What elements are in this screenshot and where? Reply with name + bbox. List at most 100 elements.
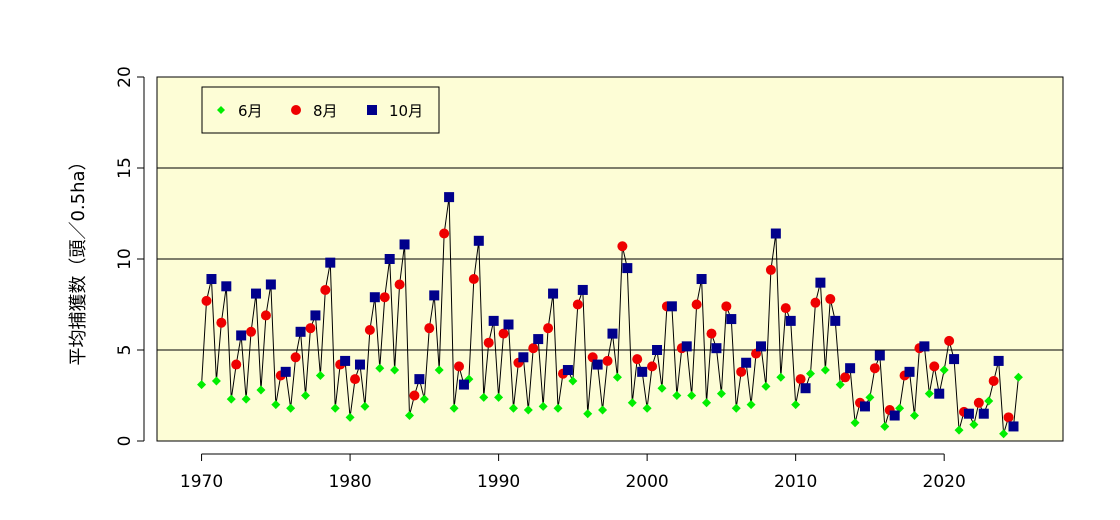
june-point (523, 405, 533, 415)
august-point (439, 228, 450, 239)
june-point (330, 403, 340, 413)
october-point (369, 292, 380, 303)
june-point (687, 391, 697, 400)
august-point (572, 299, 583, 310)
october-point (607, 328, 618, 339)
october-point (1008, 421, 1019, 432)
august-point (736, 366, 747, 377)
august-point (454, 361, 464, 372)
august-point (260, 310, 271, 321)
june-point (301, 391, 311, 400)
october-point (458, 379, 469, 390)
october-point (711, 343, 722, 354)
october-point (978, 408, 989, 419)
august-point (305, 323, 316, 334)
august-point (944, 335, 955, 346)
x-tick-label: 2020 (923, 472, 966, 492)
october-point (815, 277, 826, 288)
june-point (598, 405, 608, 415)
legend-august-marker (291, 105, 301, 115)
june-point (806, 369, 816, 379)
october-point (993, 355, 1004, 366)
june-point (999, 429, 1009, 439)
y-tick-label: 10 (115, 248, 135, 270)
x-tick-label: 2000 (625, 472, 668, 492)
august-point (246, 326, 257, 337)
june-point (746, 400, 756, 410)
june-point (776, 372, 786, 382)
june-point (924, 389, 934, 399)
june-point (984, 396, 994, 406)
august-point (706, 328, 717, 339)
legend (201, 86, 440, 134)
october-point (741, 357, 752, 368)
june-point (657, 383, 667, 393)
august-point (201, 295, 212, 306)
june-point (538, 401, 548, 411)
june-point (761, 381, 771, 391)
y-tick-label: 0 (115, 436, 135, 447)
october-point (949, 354, 960, 365)
august-point (795, 374, 806, 385)
y-tick-label: 5 (115, 345, 135, 356)
august-point (528, 343, 539, 354)
october-point (310, 310, 321, 321)
june-point (404, 411, 414, 421)
october-point (830, 315, 841, 326)
june-point (583, 409, 593, 419)
june-point (835, 380, 845, 390)
october-point (533, 334, 544, 345)
august-point (350, 374, 361, 385)
october-point (681, 341, 692, 352)
june-point (702, 398, 712, 408)
august-point (320, 284, 331, 295)
y-tick-label: 15 (115, 157, 135, 179)
october-point (592, 359, 603, 370)
august-point (632, 354, 643, 365)
june-point (850, 418, 860, 428)
october-point (414, 374, 425, 385)
august-point (721, 301, 732, 312)
august-point (825, 294, 836, 305)
august-point (290, 352, 301, 363)
june-point (880, 421, 890, 431)
august-point (988, 375, 999, 386)
october-point (562, 365, 573, 376)
x-tick-label: 1990 (477, 472, 520, 492)
october-point (800, 383, 811, 394)
august-point (468, 274, 479, 285)
august-point (379, 292, 390, 303)
june-point (375, 363, 385, 373)
august-point (973, 397, 984, 408)
october-point (429, 290, 440, 301)
october-point (354, 359, 365, 370)
june-point (494, 392, 504, 402)
october-point (785, 315, 796, 326)
october-point (399, 239, 410, 250)
june-point (419, 394, 429, 404)
june-point (479, 392, 489, 402)
june-point (286, 403, 296, 413)
october-point (503, 319, 514, 330)
june-point (627, 398, 637, 408)
june-point (939, 365, 949, 375)
october-point (340, 355, 351, 366)
june-point (865, 392, 875, 402)
june-point (256, 385, 266, 395)
august-point (869, 363, 880, 374)
june-point (211, 376, 221, 386)
june-point (672, 391, 682, 400)
august-point (840, 372, 851, 383)
august-point (498, 328, 509, 339)
x-tick-label: 2010 (774, 472, 817, 492)
october-point (236, 330, 247, 341)
october-point (251, 288, 262, 299)
october-point (652, 345, 663, 355)
october-point (756, 341, 766, 352)
august-point (602, 355, 613, 366)
august-point (216, 317, 227, 328)
august-point (394, 279, 405, 290)
june-point (895, 403, 905, 413)
october-point (325, 257, 336, 268)
june-point (954, 425, 964, 435)
